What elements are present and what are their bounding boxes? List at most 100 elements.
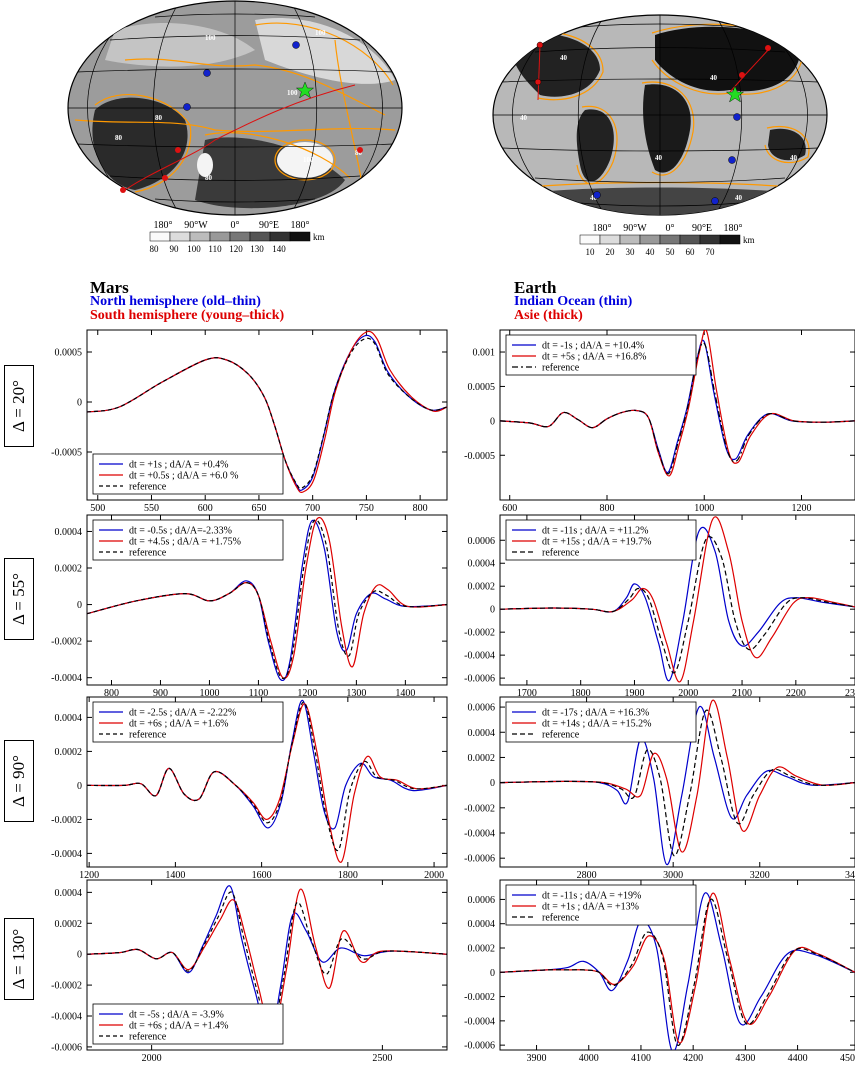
svg-text:100: 100 — [287, 89, 298, 97]
y-tick-label: 0.0005 — [55, 348, 83, 359]
y-tick-label: -0.0006 — [51, 1042, 82, 1053]
legend-entry: dt = +6s ; dA/A = +1.4% — [129, 1021, 229, 1032]
svg-text:100: 100 — [315, 29, 326, 37]
x-tick-label: 4000 — [579, 1053, 599, 1064]
legend-entry: reference — [129, 730, 167, 741]
y-tick-label: 0.0004 — [55, 888, 83, 899]
legend-entry: reference — [129, 482, 167, 493]
y-tick-label: 0 — [490, 605, 495, 616]
svg-text:80: 80 — [150, 244, 160, 254]
mars-north-label: North hemisphere (old–thin) — [90, 294, 261, 309]
svg-text:100: 100 — [187, 244, 201, 254]
svg-text:40: 40 — [735, 194, 743, 202]
x-tick-label: 2200 — [786, 688, 806, 699]
series-line-2 — [500, 898, 855, 1046]
legend-entry: dt = -2.5s ; dA/A = -2.22% — [129, 708, 236, 719]
svg-text:60: 60 — [686, 247, 696, 257]
x-tick-label: 4100 — [631, 1053, 651, 1064]
x-tick-label: 750 — [359, 503, 374, 514]
x-tick-label: 1800 — [338, 870, 358, 881]
x-tick-label: 550 — [144, 503, 159, 514]
x-tick-label: 1000 — [694, 503, 714, 514]
contour-labels: 80 80 80 100 100 100 100 80 — [115, 29, 363, 182]
svg-text:100: 100 — [205, 34, 216, 42]
y-tick-label: -0.0005 — [51, 448, 82, 459]
x-tick-label: 3900 — [527, 1053, 547, 1064]
series-line-2 — [500, 342, 855, 475]
waveform-panel: -0.0004 -0.0002 0 0.0002 0.0004 800 900 1000 110… — [51, 514, 448, 699]
y-tick-label: 0.0002 — [55, 919, 83, 930]
legend-box — [505, 884, 697, 926]
legend-entry: dt = +1s ; dA/A = +0.4% — [129, 460, 229, 471]
series-line-1 — [87, 330, 447, 494]
x-tick-label: 2000 — [678, 688, 698, 699]
y-tick-label: 0 — [490, 968, 495, 979]
y-tick-label: -0.0002 — [464, 803, 495, 814]
svg-text:90°E: 90°E — [259, 220, 279, 231]
x-tick-label: 800 — [104, 688, 119, 699]
legend-entry: dt = -17s ; dA/A = +16.3% — [542, 708, 649, 719]
row-label-130: Δ = 130° — [4, 918, 34, 1000]
legend-entry: dt = +15s ; dA/A = +19.7% — [542, 537, 652, 548]
continent-australia — [768, 128, 806, 161]
svg-text:90: 90 — [170, 244, 180, 254]
x-tick-label: 1200 — [79, 870, 99, 881]
series-line-2 — [87, 701, 447, 852]
x-tick-label: 800 — [413, 503, 428, 514]
x-tick-label: 2000 — [424, 870, 444, 881]
y-tick-label: -0.0006 — [464, 674, 495, 685]
y-tick-label: 0 — [490, 416, 495, 427]
x-tick-label: 700 — [305, 503, 320, 514]
waveform-panel: -0.0006 -0.0004 -0.0002 0 0.0002 0.0004 0.0006… — [464, 879, 855, 1064]
waveform-panel: -0.0006 -0.0004 -0.0002 0 0.0002 0.0004 0.0006… — [464, 514, 855, 699]
x-tick-label: 1000 — [199, 688, 219, 699]
row-label-20: Δ = 20° — [4, 365, 34, 447]
y-tick-label: -0.0004 — [51, 1012, 82, 1023]
x-tick-label: 2000 — [142, 1053, 162, 1064]
map-xticks: 180° 90°W 0° 90°E 180° — [154, 220, 310, 231]
graticule — [68, 1, 402, 215]
waveform-panel: -0.0006 -0.0004 -0.0002 0 0.0002 0.0004 0.0006… — [464, 696, 855, 881]
x-tick-label: 1800 — [571, 688, 591, 699]
x-tick-label: 4200 — [683, 1053, 703, 1064]
legend-entry: dt = -0.5s ; dA/A=-2.33% — [129, 526, 232, 537]
y-tick-label: 0.0002 — [55, 564, 83, 575]
y-tick-label: 0.0002 — [468, 944, 496, 955]
mars-title: Mars — [90, 278, 129, 297]
svg-text:40: 40 — [710, 74, 718, 82]
x-tick-label: 34 — [845, 870, 855, 881]
svg-text:20: 20 — [606, 247, 616, 257]
y-tick-label: 0.0002 — [468, 753, 496, 764]
y-tick-label: 0.0004 — [468, 559, 496, 570]
colorbar: km 10 20 30 40 50 60 70 — [579, 234, 755, 257]
legend-entry: reference — [542, 363, 580, 374]
legend-box — [92, 1003, 284, 1045]
x-tick-label: 1400 — [395, 688, 415, 699]
waveform-panel: -0.0004 -0.0002 0 0.0002 0.0004 1200 1400 1600 1… — [51, 696, 448, 881]
y-tick-label: 0.0006 — [468, 536, 496, 547]
continent-eurasia — [655, 26, 800, 92]
legend-entry: dt = -1s ; dA/A = +10.4% — [542, 341, 644, 352]
legend-entry: dt = -5s ; dA/A = -3.9% — [129, 1010, 224, 1021]
thin-crust-region — [255, 18, 395, 84]
svg-text:40: 40 — [590, 194, 598, 202]
x-tick-label: 1100 — [249, 688, 269, 699]
svg-text:0°: 0° — [666, 223, 675, 234]
x-tick-label: 23 — [845, 688, 855, 699]
legend-entry: reference — [129, 1032, 167, 1043]
svg-text:40: 40 — [520, 114, 528, 122]
svg-text:40: 40 — [790, 154, 798, 162]
svg-text:30: 30 — [626, 247, 636, 257]
svg-text:80: 80 — [355, 149, 363, 157]
earth-header: Earth Indian Ocean (thin) Asie (thick) — [514, 279, 633, 323]
series-line-2 — [500, 536, 855, 674]
waveform-panel: -0.0005 0 0.0005 500 550 600 650 700 750 800 dt = … — [51, 329, 448, 514]
earth-thin-label: Indian Ocean (thin) — [514, 294, 633, 309]
y-tick-label: -0.0004 — [464, 829, 495, 840]
row-label-90: Δ = 90° — [4, 740, 34, 822]
legend-box — [92, 701, 284, 743]
mars-south-label: South hemisphere (young–thick) — [90, 308, 285, 323]
mars-map: 80 80 80 100 100 100 100 80 180° 90°W 0°… — [67, 0, 403, 254]
svg-text:180°: 180° — [593, 223, 612, 234]
y-tick-label: 0.0004 — [468, 728, 496, 739]
